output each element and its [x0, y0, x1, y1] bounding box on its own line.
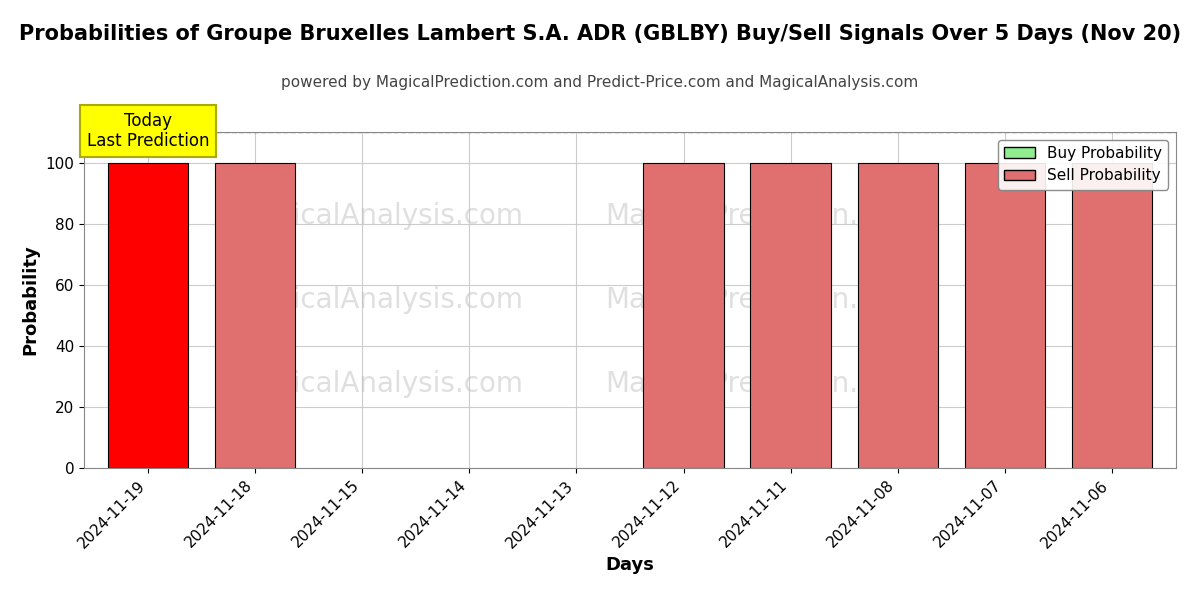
Text: MagicalPrediction.com: MagicalPrediction.com [605, 286, 917, 314]
Legend: Buy Probability, Sell Probability: Buy Probability, Sell Probability [998, 140, 1169, 190]
Bar [643, 163, 724, 468]
Bar [215, 163, 295, 468]
X-axis label: Days: Days [606, 556, 654, 574]
Text: MagicalAnalysis.com: MagicalAnalysis.com [234, 370, 523, 398]
Bar [108, 163, 188, 468]
Bar [750, 163, 830, 468]
Bar [858, 163, 937, 468]
Text: Today
Last Prediction: Today Last Prediction [86, 112, 210, 151]
Bar [965, 163, 1045, 468]
Text: MagicalAnalysis.com: MagicalAnalysis.com [234, 286, 523, 314]
Text: MagicalAnalysis.com: MagicalAnalysis.com [234, 202, 523, 230]
Text: MagicalPrediction.com: MagicalPrediction.com [605, 370, 917, 398]
Text: Probabilities of Groupe Bruxelles Lambert S.A. ADR (GBLBY) Buy/Sell Signals Over: Probabilities of Groupe Bruxelles Lamber… [19, 24, 1181, 44]
Text: MagicalPrediction.com: MagicalPrediction.com [605, 202, 917, 230]
Bar [1072, 163, 1152, 468]
Text: powered by MagicalPrediction.com and Predict-Price.com and MagicalAnalysis.com: powered by MagicalPrediction.com and Pre… [281, 75, 919, 90]
Y-axis label: Probability: Probability [22, 245, 40, 355]
